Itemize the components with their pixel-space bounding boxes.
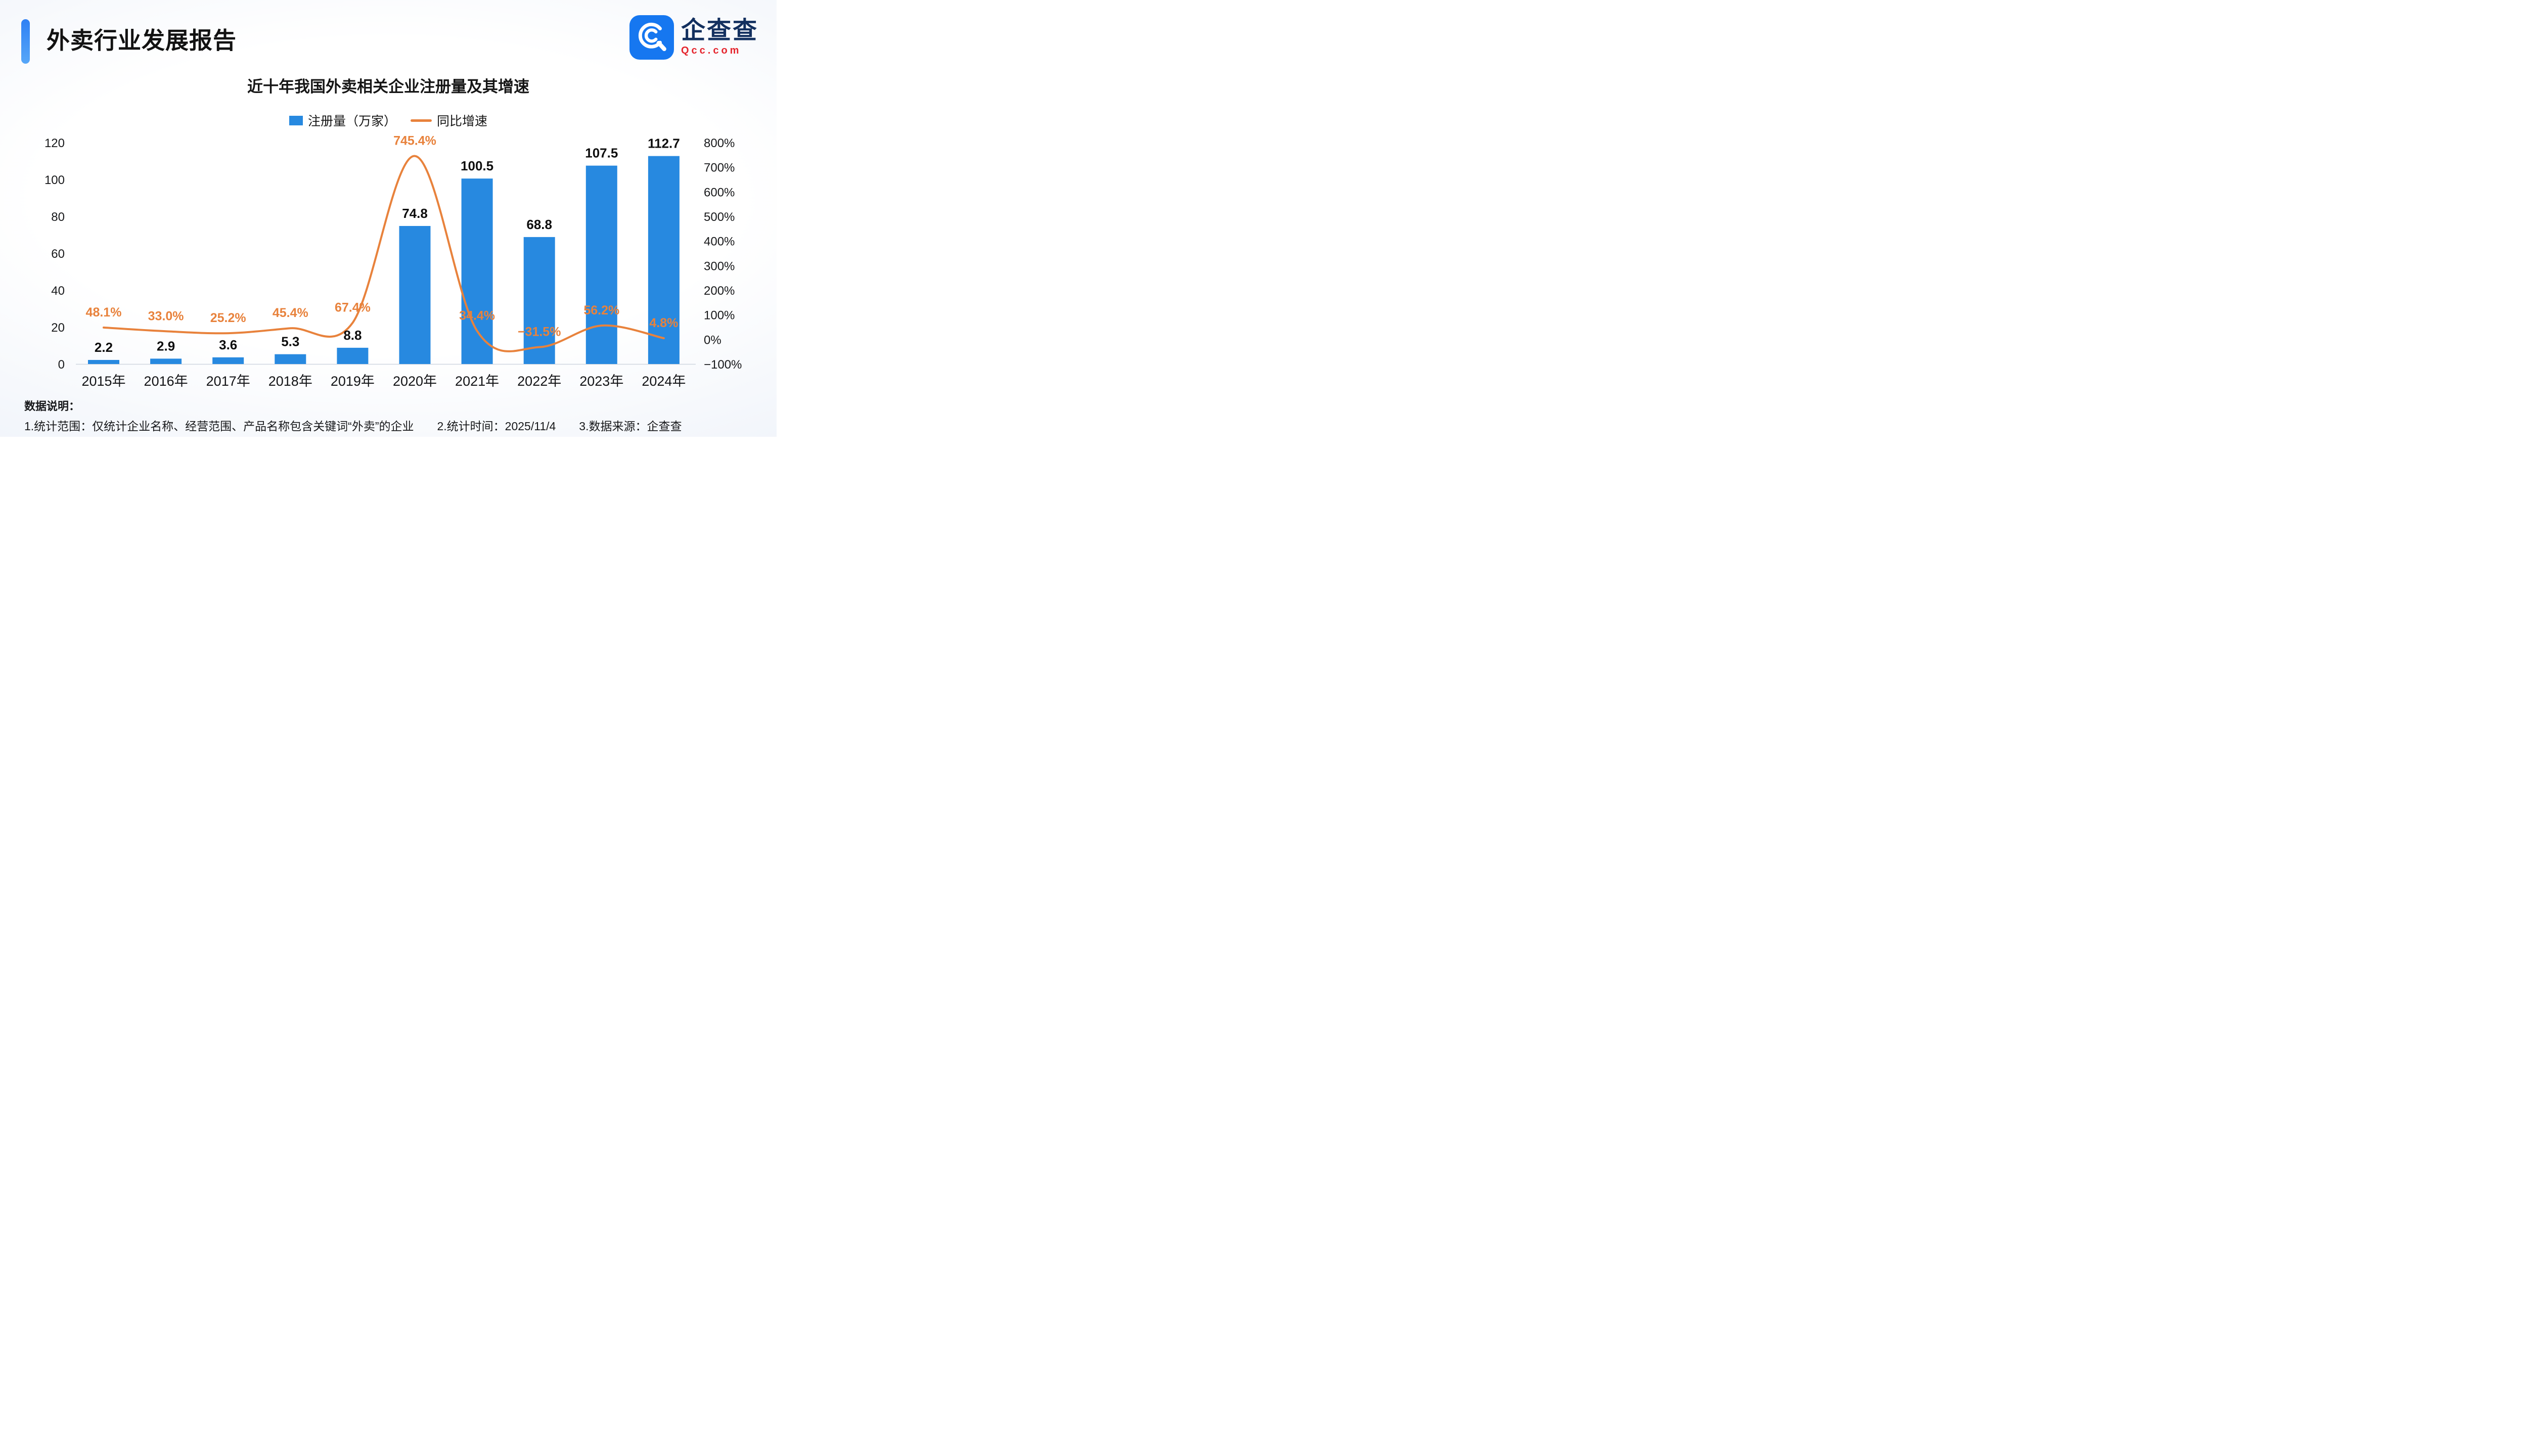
growth-value-label: 25.2% <box>210 311 246 325</box>
bar-value-label: 112.7 <box>648 136 680 151</box>
right-axis-tick-label: 0% <box>704 333 721 347</box>
right-axis-tick-label: 300% <box>704 259 735 273</box>
bar <box>399 225 431 364</box>
bar-value-label: 100.5 <box>461 158 493 173</box>
bar-series-swatch <box>289 115 303 125</box>
chart-title: 近十年我国外卖相关企业注册量及其增速 <box>247 78 529 96</box>
bar <box>337 347 369 364</box>
right-axis-tick-label: 700% <box>704 161 735 175</box>
bar-value-label: 8.8 <box>343 328 362 343</box>
bar <box>88 359 119 364</box>
left-axis-tick-label: 40 <box>51 284 65 298</box>
growth-value-label: 67.4% <box>335 301 371 315</box>
growth-value-label: 745.4% <box>393 134 436 148</box>
x-axis-category-label: 2015年 <box>81 374 125 389</box>
bar-value-label: 74.8 <box>402 206 428 221</box>
right-axis-tick-label: 100% <box>704 309 735 323</box>
bar <box>150 358 182 364</box>
footer-notes: 1.统计范围：仅统计企业名称、经营范围、产品名称包含关键词“外卖”的企业 2.统… <box>24 417 682 434</box>
registration-growth-chart: 0 20 40 60 80 100 120 −100% 0% 100% 200% 300% 400% 50… <box>44 134 742 389</box>
left-axis-tick-label: 20 <box>51 321 65 335</box>
bar <box>585 165 617 364</box>
right-axis-tick-label: 400% <box>704 235 735 249</box>
legend-label-growth: 同比增速 <box>437 114 488 128</box>
growth-line <box>103 155 665 352</box>
title-accent-bar <box>21 19 30 64</box>
legend-item-growth: 同比增速 <box>411 111 487 129</box>
bar <box>275 354 306 364</box>
bar-value-label: 2.2 <box>95 340 113 355</box>
qcc-logo: 企查查 Qcc.com <box>629 15 758 60</box>
brand-name-cn: 企查查 <box>681 17 758 44</box>
footer-heading: 数据说明： <box>24 400 80 413</box>
left-axis-tick-label: 120 <box>44 136 65 150</box>
left-axis-tick-label: 60 <box>51 247 65 261</box>
bar-value-label: 3.6 <box>219 337 237 352</box>
growth-value-label: 34.4% <box>459 309 495 323</box>
bar-value-label: 68.8 <box>526 217 552 232</box>
x-axis-category-label: 2018年 <box>268 374 312 389</box>
bar-value-label: 5.3 <box>281 334 299 349</box>
qcc-brand-text: 企查查 Qcc.com <box>681 18 758 57</box>
bar <box>523 237 555 364</box>
x-axis-category-label: 2023年 <box>579 374 623 389</box>
report-page: 外卖行业发展报告 企查查 Qcc.com 近十年我国外卖相关企业注册量及其增速 … <box>0 0 777 437</box>
x-axis-category-label: 2019年 <box>331 374 375 389</box>
report-title: 外卖行业发展报告 <box>47 27 237 54</box>
x-axis-category-label: 2020年 <box>393 374 437 389</box>
footer-note-scope: 1.统计范围：仅统计企业名称、经营范围、产品名称包含关键词“外卖”的企业 <box>24 420 414 433</box>
x-axis-category-label: 2022年 <box>517 374 561 389</box>
x-axis-category-label: 2017年 <box>206 374 250 389</box>
legend-label-registrations: 注册量（万家） <box>307 114 396 128</box>
bar-value-label: 107.5 <box>585 146 618 161</box>
chart-legend: 注册量（万家） 同比增速 <box>0 111 777 129</box>
growth-value-label: 33.0% <box>148 309 184 323</box>
left-axis-tick-label: 100 <box>44 173 65 187</box>
qcc-logo-icon <box>629 15 674 60</box>
growth-value-label: 4.8% <box>649 316 678 330</box>
bar <box>212 357 244 364</box>
x-axis-category-label: 2016年 <box>144 374 188 389</box>
x-axis-category-label: 2024年 <box>642 374 686 389</box>
x-axis-category-label: 2021年 <box>455 374 499 389</box>
right-axis-tick-label: 500% <box>704 210 735 224</box>
growth-value-label: −31.5% <box>518 325 561 339</box>
footer-note-date: 2.统计时间：2025/11/4 <box>437 420 556 433</box>
bar <box>461 178 493 364</box>
growth-value-label: 56.2% <box>583 303 619 317</box>
right-axis-tick-label: 200% <box>704 284 735 298</box>
left-axis-tick-label: 0 <box>58 358 65 372</box>
right-axis-tick-label: −100% <box>704 358 742 372</box>
footer-note-source: 3.数据来源：企查查 <box>579 420 682 433</box>
legend-item-registrations: 注册量（万家） <box>289 111 396 129</box>
right-axis-tick-label: 800% <box>704 136 735 150</box>
growth-value-label: 48.1% <box>86 305 122 320</box>
bar <box>648 156 680 364</box>
growth-value-label: 45.4% <box>273 306 308 320</box>
right-axis-tick-label: 600% <box>704 186 735 199</box>
line-series-swatch <box>411 119 432 122</box>
left-axis-tick-label: 80 <box>51 210 65 224</box>
brand-name-en: Qcc.com <box>681 45 742 57</box>
bar-value-label: 2.9 <box>157 338 175 353</box>
